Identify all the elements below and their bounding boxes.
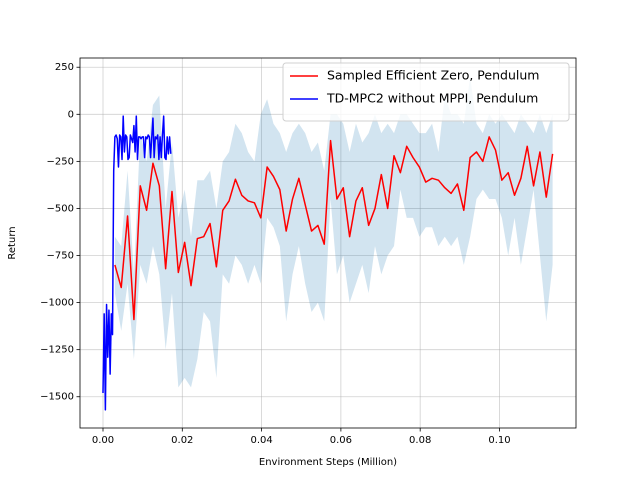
series-line xyxy=(102,115,172,411)
y-tick-label: −1000 xyxy=(40,298,74,309)
legend: Sampled Efficient Zero, Pendulum TD-MPC2 … xyxy=(282,62,570,122)
legend-label: TD-MPC2 without MPPI, Pendulum xyxy=(326,91,538,106)
x-axis-label: Environment Steps (Million) xyxy=(259,457,397,468)
x-tick-label: 0.04 xyxy=(250,435,272,446)
series-line xyxy=(114,136,554,321)
y-tick-label: −750 xyxy=(47,251,74,262)
y-tick-label: −250 xyxy=(47,156,74,167)
x-tick-label: 0.06 xyxy=(330,435,352,446)
y-tick-label: 0 xyxy=(68,109,74,120)
x-tick-label: 0.08 xyxy=(409,435,431,446)
plot-area xyxy=(102,76,554,411)
x-tick-label: 0.10 xyxy=(488,435,510,446)
axes-frame xyxy=(79,57,577,429)
legend-box xyxy=(282,62,570,122)
x-tick-label: 0.02 xyxy=(171,435,193,446)
y-axis-label: Return xyxy=(7,226,18,259)
y-tick-label: −500 xyxy=(47,203,74,214)
y-tick-label: −1250 xyxy=(40,345,74,356)
x-tick-label: 0.00 xyxy=(92,435,114,446)
band xyxy=(114,76,553,388)
y-tick-label: −1500 xyxy=(40,392,74,403)
legend-label: Sampled Efficient Zero, Pendulum xyxy=(327,68,539,83)
y-tick-label: 250 xyxy=(55,62,74,73)
